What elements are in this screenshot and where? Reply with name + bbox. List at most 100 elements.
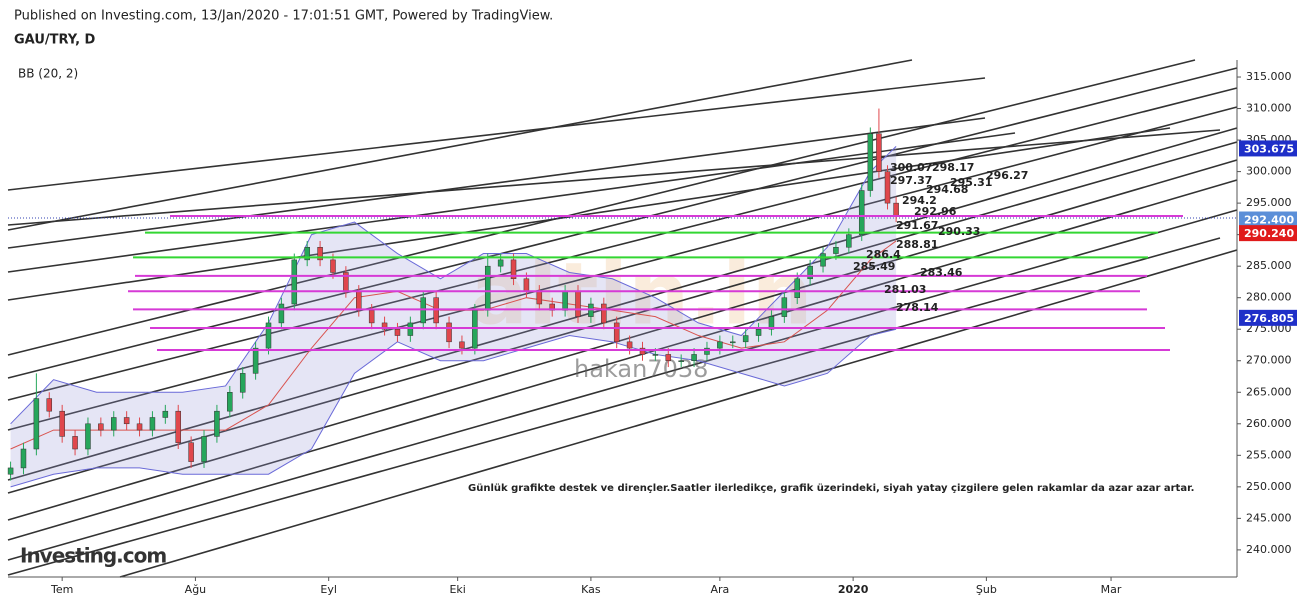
price-tag [1239,140,1297,157]
candle-body [265,322,272,349]
trend-line [7,129,1221,226]
x-tick-label: Eki [449,583,465,596]
candle-body [46,398,53,412]
trend-line [7,117,986,249]
bb-upper [10,146,897,425]
candle-body [536,291,543,305]
trend-lines [7,59,1238,578]
candle-body [562,291,568,311]
candle-body [59,410,65,437]
candle-body [381,322,388,330]
trend-line [119,249,1238,578]
trend-line [7,59,1196,356]
trend-line [7,77,986,191]
x-tick-label: Ağu [185,583,206,596]
candle-body [742,335,749,343]
level-label: 298.17 [932,161,974,174]
candle-body [162,410,169,418]
candle-body [652,354,659,356]
candle-body [98,423,104,431]
published-note: Published on Investing.com, 13/Jan/2020 … [14,9,553,24]
candle-body [123,417,130,425]
x-tick-label: Ara [710,583,729,596]
level-label: 290.33 [938,225,980,238]
level-label: 294.68 [926,183,968,196]
x-tick-label: Kas [581,583,601,596]
level-label: 296.27 [986,169,1028,182]
y-tick-label: 270.000 [1246,354,1292,367]
candle-body [317,247,323,261]
candle-body [394,328,401,336]
level-label: 285.49 [853,260,895,273]
candle-body [601,303,607,324]
level-label: 278.14 [896,301,939,314]
candle-body [407,322,414,336]
price-tag [1239,225,1297,242]
y-tick-label: 265.000 [1246,385,1292,398]
candle-body [639,347,646,355]
level-label: 281.03 [884,283,926,296]
trend-line [7,237,1221,576]
candle-body [7,467,14,475]
price-tag-label: 303.675 [1244,142,1294,155]
candle-body [613,322,620,343]
level-label: 283.46 [920,266,963,279]
level-label: 286.4 [866,248,901,261]
price-tag [1239,309,1297,326]
candle-body [291,259,298,305]
x-tick-label: Mar [1101,583,1122,596]
y-tick-label: 245.000 [1246,511,1292,524]
candle-body [893,202,899,216]
candle-body [214,410,220,437]
candle-body [175,410,181,443]
trend-line [7,59,913,231]
trend-line [7,179,1238,541]
candle-body [497,259,504,267]
candle-body [833,247,839,254]
candle-body [33,398,40,450]
candle-body [884,171,891,204]
annotation: Günlük grafikte destek ve dirençler.Saat… [468,483,1194,494]
candle-body [730,341,736,344]
candle-body [252,347,259,374]
x-tick-label: 2020 [838,583,869,596]
level-label: 300.07 [890,161,932,174]
y-tick-label: 310.000 [1246,102,1292,115]
candle-body [110,417,117,431]
candle-body [149,417,156,431]
candle-body [704,347,710,355]
y-tick-label: 255.000 [1246,448,1292,461]
candle-body [820,253,826,267]
candle-body [575,291,581,317]
candle-body [867,133,874,191]
y-tick-label: 285.000 [1246,259,1292,272]
candle-body [858,190,865,235]
trend-line [7,127,1171,301]
candle-body [446,322,452,343]
logo: Investing.com [20,544,166,568]
candle-body [794,278,800,298]
price-tag-label: 290.240 [1244,227,1294,240]
trend-line [7,141,1238,494]
candle-body [781,297,788,317]
price-tag-label: 292.400 [1244,214,1294,227]
y-tick-label: 300.000 [1246,165,1292,178]
price-tag [1239,211,1297,228]
y-tick-label: 240.000 [1246,543,1292,556]
y-tick-label: 315.000 [1246,70,1292,83]
candle-body [484,265,491,311]
level-label: 297.37 [890,174,932,187]
candle-body [678,360,684,362]
candle-body [876,133,882,172]
candle-body [188,442,194,462]
candle-body [278,303,285,324]
trend-line [7,209,1238,561]
candle-body [717,341,723,349]
chart-title: GAU/TRY, D [14,33,96,48]
candle-body [459,341,465,349]
candle-body [136,423,143,431]
candle-body [755,328,762,336]
